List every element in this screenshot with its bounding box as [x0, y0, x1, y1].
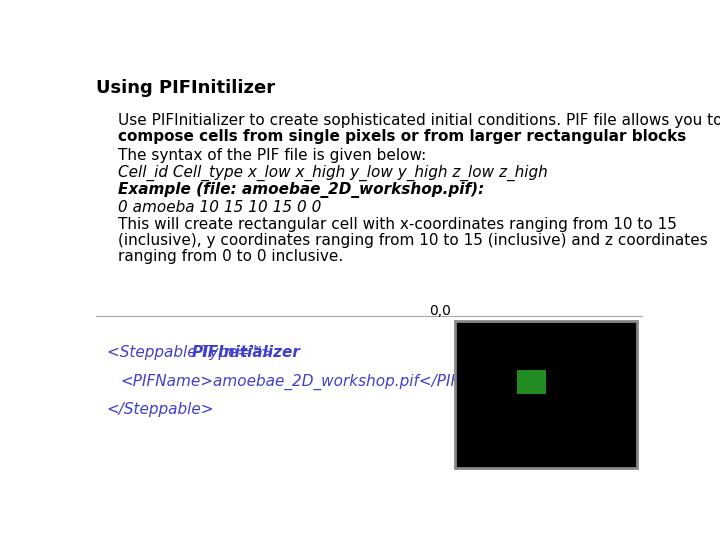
Bar: [517, 370, 546, 394]
Text: <Steppable Type=": <Steppable Type=": [107, 346, 257, 361]
Text: 0,0: 0,0: [429, 305, 451, 319]
Text: PIFInitializer: PIFInitializer: [192, 346, 300, 361]
Text: ">: ">: [255, 346, 274, 361]
Text: Use PIFInitializer to create sophisticated initial conditions. PIF file allows y: Use PIFInitializer to create sophisticat…: [118, 113, 720, 127]
Text: (inclusive), y coordinates ranging from 10 to 15 (inclusive) and z coordinates: (inclusive), y coordinates ranging from …: [118, 233, 708, 248]
Text: The syntax of the PIF file is given below:: The syntax of the PIF file is given belo…: [118, 148, 426, 163]
Text: Example (file: amoebae_2D_workshop.pif):: Example (file: amoebae_2D_workshop.pif):: [118, 182, 484, 198]
Text: This will create rectangular cell with x-coordinates ranging from 10 to 15: This will create rectangular cell with x…: [118, 218, 677, 232]
Bar: [456, 321, 636, 468]
Text: ranging from 0 to 0 inclusive.: ranging from 0 to 0 inclusive.: [118, 249, 343, 264]
Text: Cell_id Cell_type x_low x_high y_low y_high z_low z_high: Cell_id Cell_type x_low x_high y_low y_h…: [118, 165, 548, 181]
Text: <PIFName>amoebae_2D_workshop.pif</PIFName>: <PIFName>amoebae_2D_workshop.pif</PIFNam…: [121, 374, 518, 390]
Text: </Steppable>: </Steppable>: [107, 402, 215, 417]
Text: Using PIFInitilizer: Using PIFInitilizer: [96, 79, 275, 97]
Text: compose cells from single pixels or from larger rectangular blocks: compose cells from single pixels or from…: [118, 129, 686, 144]
Text: 0 amoeba 10 15 10 15 0 0: 0 amoeba 10 15 10 15 0 0: [118, 200, 321, 215]
